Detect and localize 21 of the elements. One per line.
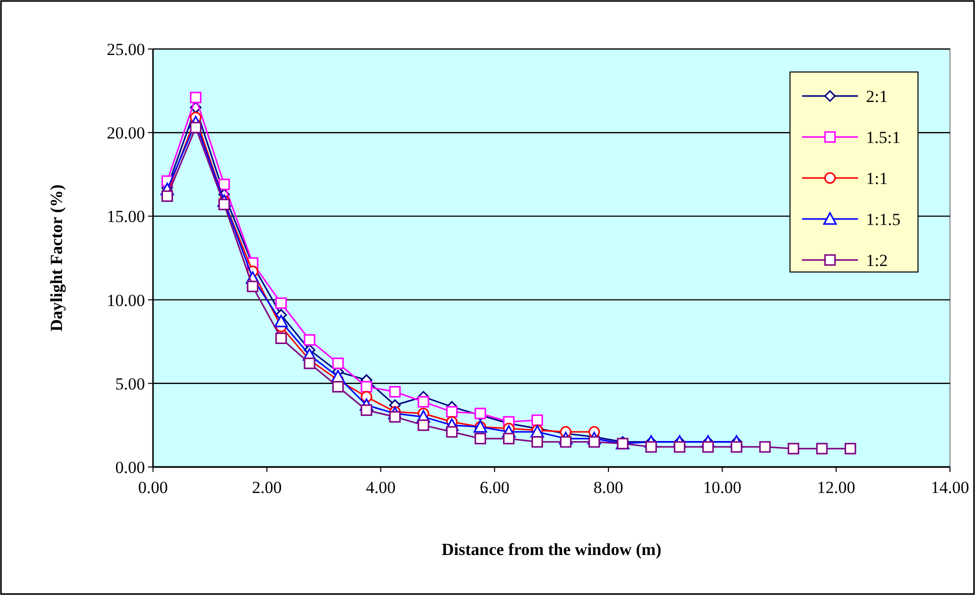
y-tick-label: 15.00 <box>106 207 145 226</box>
x-tick-label: 12.00 <box>817 478 856 497</box>
x-tick-label: 2.00 <box>252 478 282 497</box>
y-tick-label: 5.00 <box>115 374 145 394</box>
x-tick-label: 14.00 <box>930 478 970 497</box>
y-tick-label: 10.00 <box>106 290 145 310</box>
y-tick-label: 25.00 <box>106 40 145 59</box>
y-tick-label: 20.00 <box>106 124 145 143</box>
legend-label: 1:2 <box>866 250 888 270</box>
x-tick-label: 0.00 <box>138 478 168 497</box>
y-tick-label: 0.00 <box>115 458 145 477</box>
x-tick-label: 6.00 <box>480 478 510 497</box>
legend-label: 1:1 <box>866 168 888 188</box>
x-tick-label: 4.00 <box>366 478 396 497</box>
legend-label: 1:1.5 <box>866 210 900 229</box>
x-tick-label: 10.00 <box>703 478 742 497</box>
legend-label: 2:1 <box>866 86 888 106</box>
legend-label: 1.5:1 <box>866 128 900 147</box>
x-axis-title: Distance from the window (m) <box>442 540 662 559</box>
y-axis-title: Daylight Factor (%) <box>47 184 66 332</box>
x-tick-label: 8.00 <box>594 478 624 497</box>
